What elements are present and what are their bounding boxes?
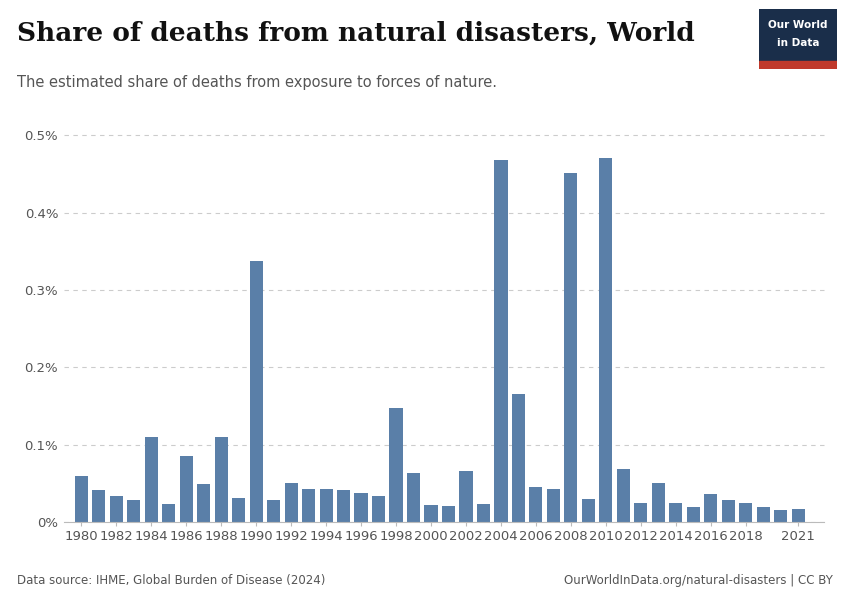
Bar bbox=[705, 494, 717, 522]
Bar bbox=[477, 504, 490, 522]
Bar bbox=[250, 260, 263, 522]
Bar bbox=[740, 503, 752, 522]
Bar bbox=[372, 496, 385, 522]
Bar bbox=[530, 487, 542, 522]
Bar bbox=[389, 409, 403, 522]
Bar bbox=[407, 473, 420, 522]
Text: Share of deaths from natural disasters, World: Share of deaths from natural disasters, … bbox=[17, 21, 694, 46]
Bar bbox=[547, 489, 560, 522]
Bar bbox=[179, 455, 193, 522]
Bar bbox=[337, 490, 350, 522]
Bar bbox=[564, 173, 577, 522]
Bar bbox=[669, 503, 683, 522]
Bar bbox=[460, 471, 473, 522]
Bar bbox=[774, 509, 787, 522]
Bar bbox=[722, 500, 735, 522]
Bar bbox=[320, 489, 332, 522]
Bar bbox=[75, 476, 88, 522]
Bar bbox=[162, 504, 175, 522]
Bar bbox=[495, 160, 507, 522]
Bar bbox=[354, 493, 367, 522]
Text: Our World: Our World bbox=[768, 20, 828, 30]
Bar bbox=[232, 498, 245, 522]
Bar bbox=[512, 394, 525, 522]
Bar bbox=[144, 437, 158, 522]
Bar bbox=[285, 484, 297, 522]
Bar bbox=[92, 490, 105, 522]
Bar bbox=[267, 500, 280, 522]
Bar bbox=[756, 506, 770, 522]
Bar bbox=[110, 496, 122, 522]
Bar bbox=[759, 61, 837, 69]
Bar bbox=[442, 506, 455, 522]
Text: Data source: IHME, Global Burden of Disease (2024): Data source: IHME, Global Burden of Dise… bbox=[17, 574, 326, 587]
Bar bbox=[634, 503, 648, 522]
Bar bbox=[617, 469, 630, 522]
Bar bbox=[652, 482, 665, 522]
Bar bbox=[214, 437, 228, 522]
Bar bbox=[197, 484, 210, 522]
Bar bbox=[599, 158, 613, 522]
Bar bbox=[582, 499, 595, 522]
Text: in Data: in Data bbox=[777, 38, 819, 48]
Bar bbox=[424, 505, 438, 522]
Bar bbox=[302, 489, 315, 522]
Bar bbox=[128, 500, 140, 522]
Text: OurWorldInData.org/natural-disasters | CC BY: OurWorldInData.org/natural-disasters | C… bbox=[564, 574, 833, 587]
Text: The estimated share of deaths from exposure to forces of nature.: The estimated share of deaths from expos… bbox=[17, 75, 497, 90]
Bar bbox=[687, 506, 700, 522]
Bar bbox=[791, 509, 805, 522]
